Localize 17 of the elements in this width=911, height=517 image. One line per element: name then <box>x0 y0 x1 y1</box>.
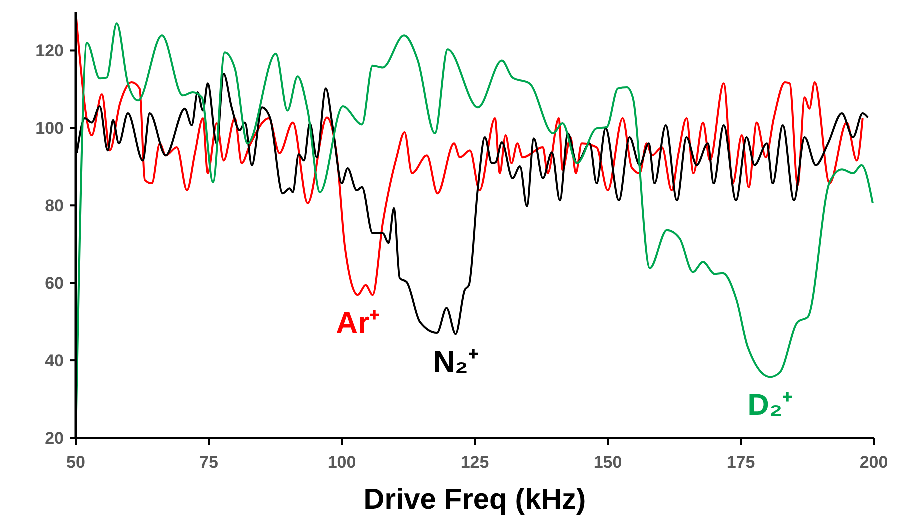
y-tick-label: 40 <box>45 352 64 371</box>
series-label: Ar⁺ <box>336 307 380 340</box>
x-tick-label: 125 <box>460 453 490 472</box>
y-tick-label: 20 <box>45 429 64 448</box>
x-tick-label: 75 <box>200 453 218 472</box>
x-tick-label: 200 <box>860 453 888 472</box>
x-tick-label: 175 <box>726 453 756 472</box>
x-axis-title: Drive Freq (kHz) <box>364 484 586 516</box>
series-label: N₂⁺ <box>433 346 478 380</box>
y-tick-label: 80 <box>45 196 64 216</box>
x-tick-label: 50 <box>66 453 86 472</box>
y-tick-label: 60 <box>45 274 64 294</box>
series-label: D₂⁺ <box>748 389 793 422</box>
y-tick-label: 100 <box>36 119 64 138</box>
x-tick-label: 100 <box>328 453 356 472</box>
x-tick-label: 150 <box>594 453 622 472</box>
y-tick-label: 120 <box>36 42 64 61</box>
